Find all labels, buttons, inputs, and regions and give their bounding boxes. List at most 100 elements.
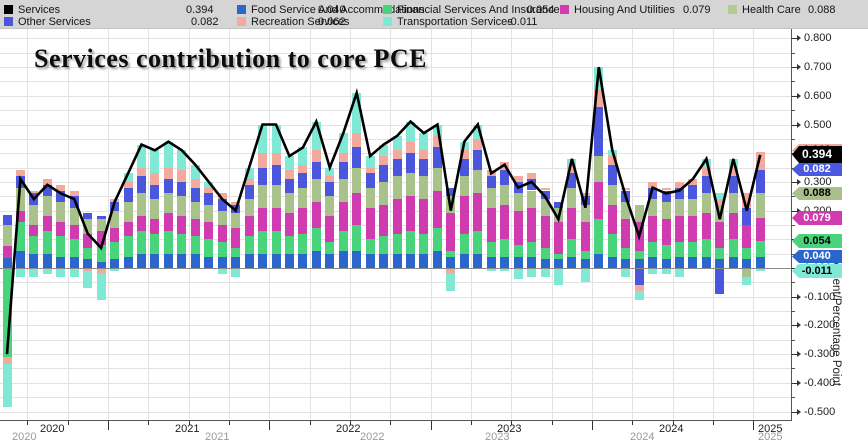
transportation-services-bar-segment	[621, 268, 631, 277]
legend-swatch	[728, 5, 737, 14]
other-services-bar-segment	[163, 179, 173, 194]
other-services-bar-segment	[379, 164, 389, 182]
y-tick	[792, 96, 797, 97]
recreation-services-bar-segment	[540, 187, 550, 191]
housing-and-utilities-bar-segment	[217, 224, 227, 243]
financial-services-and-insurance-bar-segment	[379, 236, 389, 254]
legend-label: Housing And Utilities	[574, 4, 675, 16]
recreation-services-bar-segment	[177, 170, 187, 182]
x-tick	[673, 421, 674, 425]
last-value-badge-0.054: 0.054	[792, 234, 842, 248]
recreation-services-bar-segment	[567, 164, 577, 174]
food-service-and-accommodations-bar-segment	[110, 259, 120, 268]
legend-label: Recreation Services	[251, 16, 350, 28]
housing-and-utilities-bar-segment	[352, 193, 362, 225]
legend-item-housing-and-utilities[interactable]: Housing And Utilities	[560, 4, 675, 16]
transportation-services-bar-segment	[96, 273, 106, 300]
y-tick-arrow	[797, 294, 801, 300]
food-service-and-accommodations-bar-segment	[607, 256, 617, 268]
food-service-and-accommodations-bar-segment	[231, 256, 241, 268]
recreation-services-bar-segment	[56, 184, 66, 191]
legend-value: 0.079	[683, 4, 711, 16]
food-service-and-accommodations-bar-segment	[204, 256, 214, 268]
gridline-vertical	[390, 28, 391, 420]
housing-and-utilities-bar-segment	[42, 216, 52, 231]
recreation-services-bar-segment	[728, 167, 738, 177]
legend-item-food-service-and-accommodations[interactable]: Food Service And Accommodations	[237, 4, 425, 16]
transportation-services-bar-segment	[406, 121, 415, 142]
other-services-bar-segment	[728, 176, 738, 194]
health-care-bar-segment	[486, 187, 496, 208]
transportation-services-bar-segment	[675, 268, 684, 277]
health-care-bar-segment	[527, 190, 537, 208]
last-value-badge-0.079: 0.079	[792, 211, 842, 225]
legend-item-transportation-services[interactable]: Transportation Services	[383, 16, 513, 28]
other-services-bar-segment	[742, 207, 752, 225]
legend-item-services[interactable]: Services	[4, 4, 60, 16]
recreation-services-bar-segment	[231, 201, 241, 205]
health-care-bar-segment	[432, 167, 442, 191]
health-care-bar-segment	[459, 176, 469, 197]
x-tick	[229, 421, 230, 425]
zero-line	[0, 268, 791, 269]
other-services-bar-segment	[540, 190, 550, 200]
legend-item-financial-services-and-insurance[interactable]: Financial Services And Insurance	[383, 4, 560, 16]
recreation-services-bar-segment	[701, 167, 711, 177]
legend-swatch	[4, 5, 13, 14]
financial-services-and-insurance-bar-segment	[110, 242, 120, 260]
health-care-bar-segment	[231, 213, 241, 228]
y-tick-arrow	[797, 122, 801, 128]
financial-services-and-insurance-bar-segment	[580, 250, 590, 260]
last-value-badge-0.082: 0.082	[792, 163, 842, 176]
transportation-services-bar-segment	[352, 92, 362, 134]
x-year-label: 2023	[497, 423, 522, 435]
other-services-bar-segment	[553, 201, 563, 208]
housing-and-utilities-bar-segment	[742, 224, 752, 248]
x-tick-year	[592, 421, 593, 430]
y-tick-label: -0.100	[804, 291, 836, 303]
y-tick	[792, 383, 797, 384]
recreation-services-bar-segment	[688, 179, 698, 185]
legend-item-other-services[interactable]: Other Services	[4, 16, 91, 28]
health-care-bar-segment	[675, 199, 684, 217]
financial-services-and-insurance-bar-segment	[513, 245, 523, 257]
financial-services-and-insurance-bar-segment	[204, 239, 214, 257]
food-service-and-accommodations-bar-segment	[486, 256, 496, 268]
legend-swatch	[383, 17, 392, 26]
food-service-and-accommodations-bar-segment	[688, 256, 698, 268]
health-care-bar-segment	[311, 179, 321, 202]
financial-services-and-insurance-bar-segment	[284, 236, 294, 254]
other-services-bar-segment	[567, 173, 577, 188]
legend-value: 0.088	[808, 4, 836, 16]
x-tick	[632, 421, 633, 425]
y-tick-minor	[792, 81, 795, 82]
housing-and-utilities-bar-segment	[486, 207, 496, 243]
legend-item-recreation-services[interactable]: Recreation Services	[237, 16, 349, 28]
y-axis-line	[791, 28, 792, 421]
legend-item-health-care[interactable]: Health Care	[728, 4, 801, 16]
recreation-services-bar-segment	[69, 190, 79, 197]
food-service-and-accommodations-bar-segment	[271, 253, 281, 268]
housing-and-utilities-bar-segment	[648, 216, 658, 243]
other-services-bar-segment	[755, 169, 765, 194]
financial-services-and-insurance-bar-segment	[648, 242, 658, 257]
x-year-label: 2022	[336, 423, 361, 435]
x-year-label-clipped: 2023	[485, 431, 510, 443]
recreation-services-bar-segment	[163, 167, 173, 180]
health-care-bar-segment	[634, 204, 644, 223]
housing-and-utilities-bar-segment	[513, 210, 523, 246]
housing-and-utilities-bar-segment	[56, 222, 66, 237]
housing-and-utilities-bar-segment	[110, 227, 120, 243]
recreation-services-bar-segment	[2, 356, 12, 365]
recreation-services-bar-segment	[29, 190, 39, 194]
financial-services-and-insurance-bar-segment	[325, 242, 335, 254]
recreation-services-bar-segment	[755, 151, 765, 170]
transportation-services-bar-segment	[271, 124, 281, 154]
other-services-bar-segment	[177, 181, 187, 197]
gridline-horizontal	[0, 38, 791, 39]
financial-services-and-insurance-bar-segment	[594, 219, 604, 254]
transportation-services-bar-segment	[150, 150, 160, 174]
health-care-bar-segment	[540, 199, 550, 217]
health-care-bar-segment	[567, 187, 577, 208]
financial-services-and-insurance-bar-segment	[96, 245, 106, 263]
